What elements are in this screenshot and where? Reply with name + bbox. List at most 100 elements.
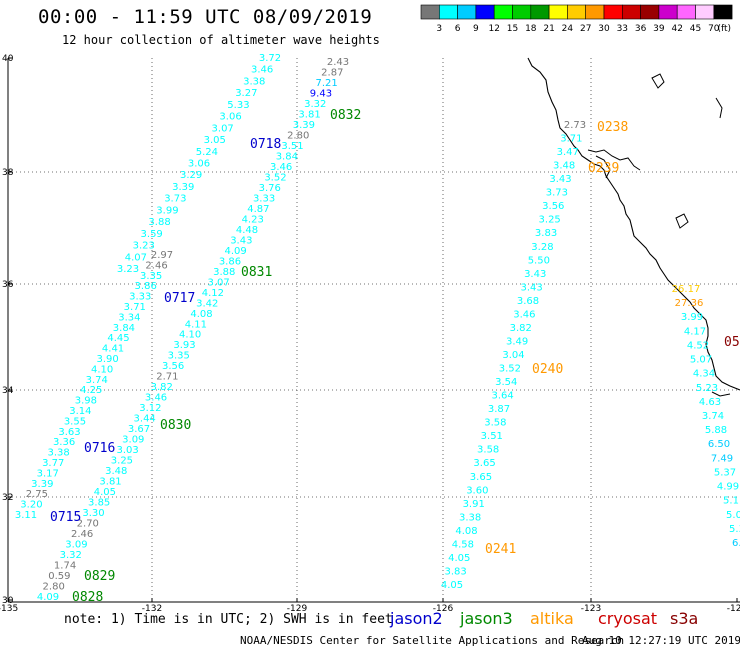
lon-tick-label: -126 bbox=[433, 604, 454, 614]
swh-value: 5.1 bbox=[723, 496, 739, 507]
swh-value: 3.73 bbox=[546, 188, 568, 199]
swh-value: 3.09 bbox=[122, 435, 144, 446]
swh-value: 0.59 bbox=[48, 571, 70, 582]
swh-value: 3.34 bbox=[118, 312, 140, 323]
colorbar-label: 27 bbox=[580, 24, 591, 34]
swh-value: 3.48 bbox=[105, 466, 127, 477]
swh-value: 3.55 bbox=[64, 416, 86, 427]
swh-value: 3.82 bbox=[510, 323, 532, 334]
swh-value: 3.12 bbox=[139, 403, 161, 414]
pass-time-label: 0830 bbox=[160, 418, 191, 433]
swh-value: 3.56 bbox=[542, 201, 564, 212]
pass-time-label: 0828 bbox=[72, 590, 103, 605]
swh-value: 2.71 bbox=[156, 372, 178, 383]
swh-value: 3.46 bbox=[270, 162, 292, 173]
swh-value: 3.88 bbox=[213, 267, 235, 278]
swh-value: 3.25 bbox=[539, 215, 561, 226]
colorbar-unit: (ft) bbox=[717, 24, 731, 34]
colorbar-label: 30 bbox=[598, 24, 610, 34]
swh-value: 2.46 bbox=[145, 260, 167, 271]
swh-value: 3.64 bbox=[492, 391, 514, 402]
swh-value: 4.99 bbox=[717, 482, 739, 493]
swh-value: 3.90 bbox=[96, 354, 118, 365]
swh-value: 4.10 bbox=[179, 330, 201, 341]
colorbar-label: 70 bbox=[708, 24, 720, 34]
legend-cryosat: cryosat bbox=[598, 609, 658, 628]
colorbar-label: 18 bbox=[525, 24, 537, 34]
swh-value: 7.49 bbox=[711, 453, 733, 464]
swh-value: 2.80 bbox=[43, 582, 65, 593]
swh-value: 2.43 bbox=[327, 57, 349, 68]
swh-value: 3.38 bbox=[459, 512, 481, 523]
swh-value: 3.58 bbox=[477, 445, 499, 456]
page-title: 00:00 - 11:59 UTC 08/09/2019 bbox=[38, 6, 373, 28]
swh-value: 3.20 bbox=[20, 500, 42, 511]
footnote: note: 1) Time is in UTC; 2) SWH is in fe… bbox=[64, 612, 393, 627]
swh-value: 3.39 bbox=[172, 182, 194, 193]
swh-value: 2.75 bbox=[26, 489, 48, 500]
swh-value: 4.17 bbox=[684, 326, 706, 337]
swh-value: 5.88 bbox=[705, 425, 727, 436]
swh-value: 3.29 bbox=[180, 170, 202, 181]
swh-value: 3.06 bbox=[219, 112, 241, 123]
swh-value: 3.07 bbox=[207, 277, 229, 288]
lon-tick-label: -120 bbox=[727, 604, 740, 614]
swh-value: 3.52 bbox=[499, 364, 521, 375]
colorbar-label: 12 bbox=[488, 24, 499, 34]
legend-altika: altika bbox=[530, 609, 574, 628]
swh-value: 3.35 bbox=[140, 271, 162, 282]
pass-time-label: 0829 bbox=[84, 569, 115, 584]
swh-value: 4.25 bbox=[80, 385, 102, 396]
swh-value: 1.74 bbox=[54, 561, 76, 572]
swh-value: 4.08 bbox=[455, 526, 477, 537]
pass-time-label: 0238 bbox=[597, 120, 628, 135]
swh-value: 4.52 bbox=[687, 340, 709, 351]
swh-value: 3.88 bbox=[148, 217, 170, 228]
swh-value: 2.97 bbox=[151, 250, 173, 261]
timestamp: Aug 10 12:27:19 UTC 2019 bbox=[582, 634, 740, 647]
swh-value: 4.05 bbox=[94, 487, 116, 498]
swh-value: 4.07 bbox=[125, 252, 147, 263]
colorbar-label: 39 bbox=[653, 24, 665, 34]
colorbar-label: 36 bbox=[635, 24, 647, 34]
swh-value: 3.71 bbox=[124, 302, 146, 313]
swh-value: 3.83 bbox=[535, 228, 557, 239]
swh-value: 27.36 bbox=[675, 298, 704, 309]
swh-value: 3.36 bbox=[53, 437, 75, 448]
swh-value: 26.17 bbox=[672, 284, 701, 295]
swh-value: 4.58 bbox=[452, 539, 474, 550]
swh-value: 3.11 bbox=[15, 510, 37, 521]
swh-value: 3.63 bbox=[58, 427, 80, 438]
colorbar-label: 24 bbox=[562, 24, 574, 34]
legend-jason3: jason3 bbox=[460, 609, 513, 628]
swh-value: 3.43 bbox=[549, 174, 571, 185]
swh-value: 3.87 bbox=[488, 404, 510, 415]
swh-value: 4.09 bbox=[37, 592, 59, 603]
lat-tick-label: 34 bbox=[2, 386, 14, 396]
swh-value: 3.03 bbox=[116, 445, 138, 456]
colorbar-label: 33 bbox=[617, 24, 628, 34]
swh-value: 3.74 bbox=[86, 375, 108, 386]
swh-value: 4.11 bbox=[185, 319, 207, 330]
legend-s3a: s3a bbox=[670, 609, 699, 628]
river-outline bbox=[715, 97, 723, 119]
swh-value: 5.3 bbox=[729, 524, 740, 535]
swh-value: 3.56 bbox=[162, 361, 184, 372]
swh-value: 6.2 bbox=[732, 538, 740, 549]
colorbar-label: 6 bbox=[455, 24, 461, 34]
swh-value: 3.51 bbox=[281, 141, 303, 152]
swh-value: 3.07 bbox=[212, 123, 234, 134]
swh-value: 3.54 bbox=[495, 377, 517, 388]
swh-value: 2.87 bbox=[321, 67, 343, 78]
colorbar-label: 9 bbox=[473, 24, 479, 34]
swh-value: 3.04 bbox=[502, 350, 524, 361]
swh-value: 3.84 bbox=[276, 151, 298, 162]
swh-value: 2.80 bbox=[287, 130, 309, 141]
swh-value: 3.48 bbox=[553, 161, 575, 172]
swh-value: 3.39 bbox=[293, 120, 315, 131]
swh-value: 3.71 bbox=[560, 134, 582, 145]
swh-value: 4.23 bbox=[242, 214, 264, 225]
swh-value: 9.43 bbox=[310, 88, 332, 99]
swh-value: 3.98 bbox=[75, 396, 97, 407]
swh-value: 3.05 bbox=[204, 135, 226, 146]
